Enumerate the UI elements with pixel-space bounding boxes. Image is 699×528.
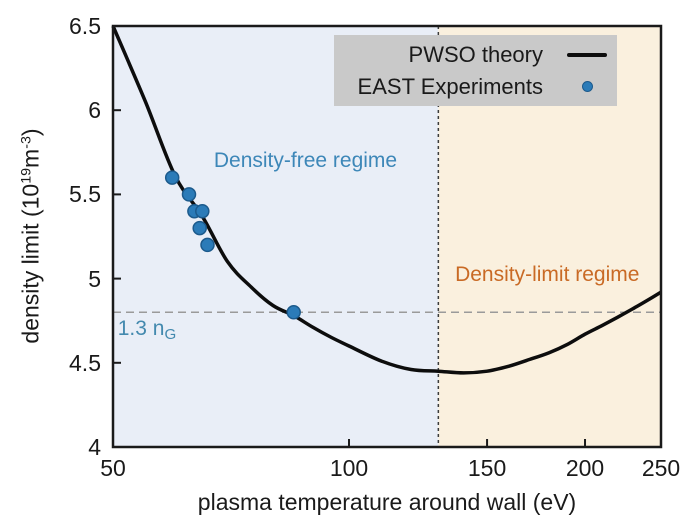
line-marker-icon [567,52,607,57]
legend-symbol-cell [557,81,617,92]
east-experiment-point [286,305,301,320]
y-tick-label: 4 [88,434,101,460]
dot-marker-icon [581,81,593,92]
density-free-regime-label: Density-free regime [213,148,398,172]
y-axis-label-text: m [17,148,44,168]
x-tick-label: 50 [100,455,126,481]
y-tick-label: 6.5 [69,13,101,39]
east-experiment-point [200,237,215,253]
legend-label-pwso-theory: PWSO theory [408,41,543,67]
y-axis-label: density limit (1019m-3) [18,128,45,343]
x-axis-label: plasma temperature around wall (eV) [197,489,577,515]
plot-frame [111,24,663,449]
y-tick-label: 4.5 [69,349,101,376]
x-tick-label: 100 [329,455,369,481]
east-experiment-point [195,203,210,219]
greenwald-fraction-label: 1.3 nG [117,317,177,344]
legend: PWSO theory EAST Experiments [334,35,617,106]
legend-entry-east-experiments: EAST Experiments [334,71,617,103]
greenwald-fraction-text: 1.3 n [117,317,165,341]
legend-label-east-experiments: EAST Experiments [357,73,543,99]
density-limit-regime-label: Density-limit regime [455,263,640,287]
y-axis-label-superscript: 19 [18,167,35,184]
y-axis-label-text: ) [17,128,44,137]
east-experiment-point [164,170,180,185]
y-tick-label: 5.5 [69,181,101,208]
y-axis-label-text: density limit (10 [17,183,44,344]
east-experiment-point [181,187,197,202]
pwso-theory-curve [111,25,662,375]
legend-entry-pwso-theory: PWSO theory [334,39,617,71]
x-tick-label: 200 [565,455,605,481]
legend-symbol-cell [557,52,617,57]
y-axis-label-superscript: -3 [18,136,35,149]
greenwald-fraction-subscript: G [164,326,177,344]
east-experiment-point [192,220,207,236]
x-tick-label: 150 [467,455,507,481]
y-tick-label: 5 [88,265,101,292]
x-tick-label: 250 [641,455,681,481]
y-tick-label: 6 [88,97,101,124]
